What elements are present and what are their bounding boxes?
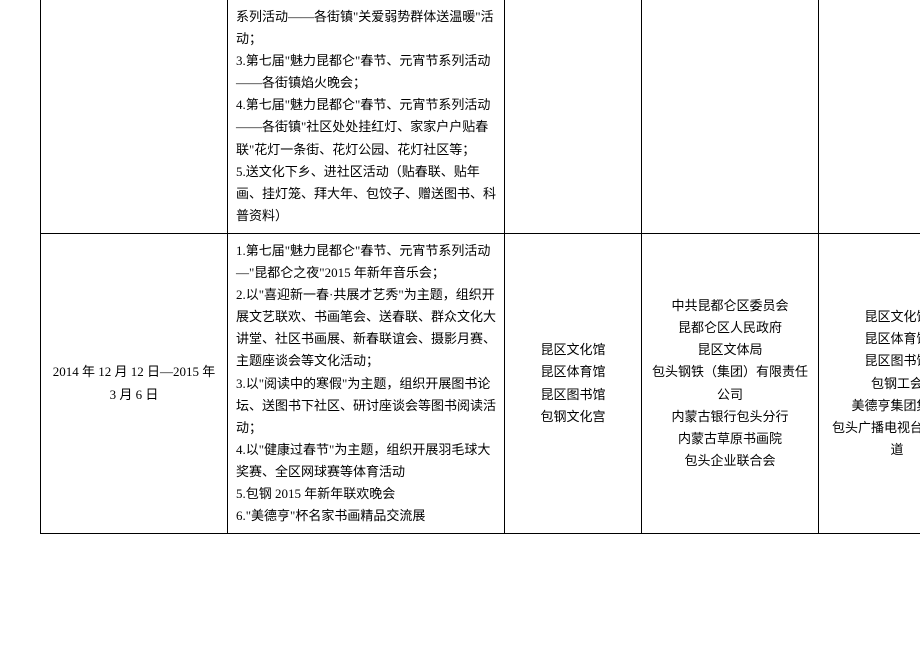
document-page: 系列活动——各街镇"关爱弱势群体送温暖"活动；3.第七届"魅力昆都仑"春节、元宵… [0, 0, 920, 651]
cell-date [41, 0, 228, 233]
cell-content: 1.第七届"魅力昆都仑"春节、元宵节系列活动—"昆都仑之夜"2015 年新年音乐… [228, 233, 505, 533]
cell-venue [505, 0, 642, 233]
table-row: 2014 年 12 月 12 日—2015 年 3 月 6 日 1.第七届"魅力… [41, 233, 920, 533]
cell-org [642, 0, 819, 233]
cell-org: 中共昆都仑区委员会昆都仑区人民政府昆区文体局包头钢铁（集团）有限责任公司内蒙古银… [642, 233, 819, 533]
cell-coorg [819, 0, 920, 233]
cell-venue: 昆区文化馆昆区体育馆昆区图书馆包钢文化宫 [505, 233, 642, 533]
table-row: 系列活动——各街镇"关爱弱势群体送温暖"活动；3.第七届"魅力昆都仑"春节、元宵… [41, 0, 920, 233]
cell-date: 2014 年 12 月 12 日—2015 年 3 月 6 日 [41, 233, 228, 533]
cell-content: 系列活动——各街镇"关爱弱势群体送温暖"活动；3.第七届"魅力昆都仑"春节、元宵… [228, 0, 505, 233]
cell-coorg: 昆区文化馆昆区体育馆昆区图书馆包钢工会美德亨集团集团包头广播电视台经济频道 [819, 233, 920, 533]
activity-table: 系列活动——各街镇"关爱弱势群体送温暖"活动；3.第七届"魅力昆都仑"春节、元宵… [40, 0, 920, 534]
